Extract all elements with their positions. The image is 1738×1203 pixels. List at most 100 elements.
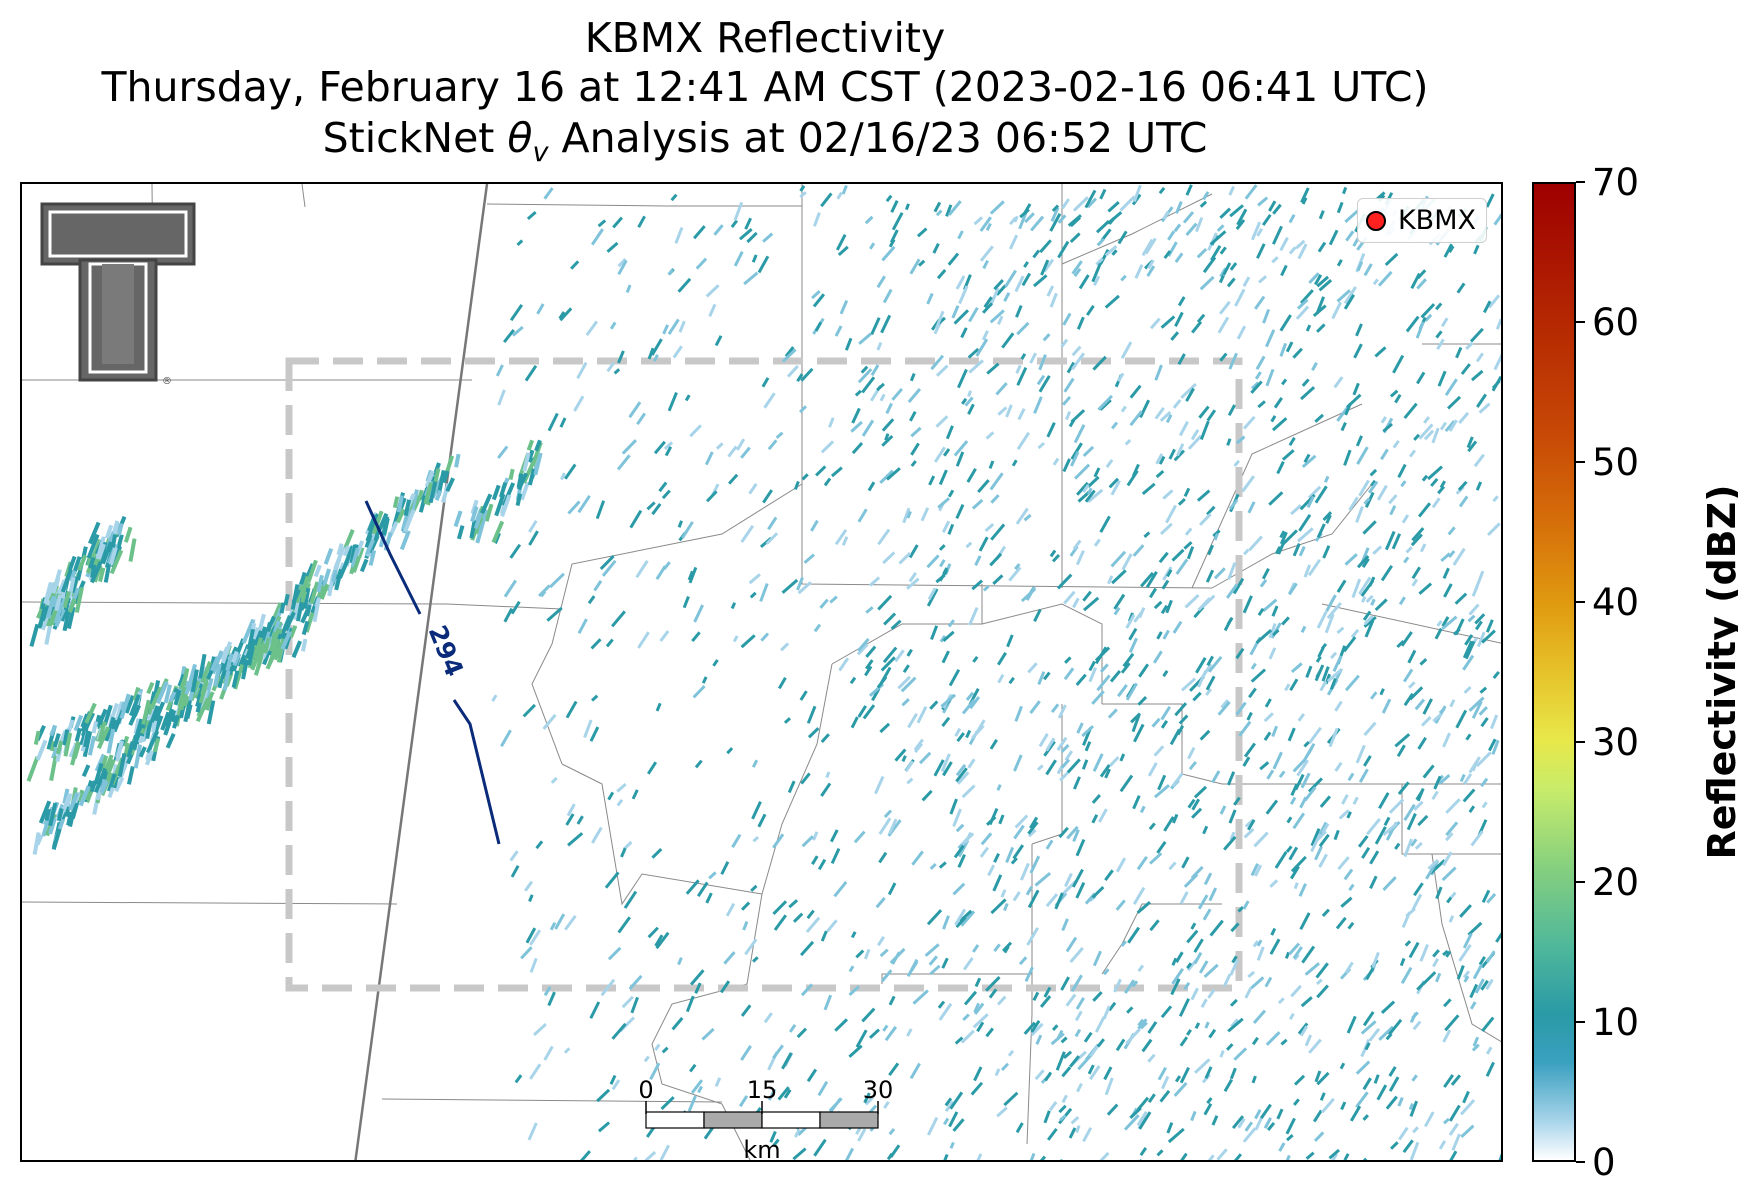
echo-streak: [663, 441, 674, 451]
echo-streak: [1462, 788, 1476, 803]
echo-streak: [693, 604, 704, 623]
echo-streak: [1227, 562, 1237, 581]
analysis-domain-box: [285, 357, 1243, 992]
echo-streak: [280, 630, 292, 650]
echo-streak: [796, 577, 804, 591]
echo-streak: [222, 670, 231, 691]
echo-streak: [1188, 761, 1197, 771]
echo-streak: [1423, 416, 1431, 424]
echo-streak: [1208, 1028, 1217, 1039]
echo-streak: [1478, 956, 1486, 966]
echo-streak: [1147, 762, 1158, 777]
echo-streak: [783, 717, 791, 724]
echo-streak: [704, 451, 714, 466]
echo-streak: [149, 691, 157, 705]
echo-streak: [519, 481, 530, 501]
echo-streak: [1162, 210, 1170, 220]
echo-streak: [1119, 195, 1136, 212]
echo-streak: [877, 594, 893, 611]
echo-streak: [1419, 543, 1427, 553]
echo-streak: [1120, 274, 1127, 282]
echo-streak: [660, 1096, 675, 1111]
echo-streak: [1251, 1036, 1259, 1046]
echo-streak: [907, 388, 922, 404]
echo-streak: [772, 900, 788, 916]
echo-streak: [1362, 610, 1372, 621]
echo-streak: [434, 489, 443, 501]
echo-streak: [1131, 980, 1139, 988]
echo-streak: [1222, 262, 1232, 276]
echo-streak: [1242, 595, 1253, 614]
radar-site-marker-icon: [1365, 210, 1386, 231]
echo-streak: [1400, 631, 1413, 647]
svg-text:®: ®: [162, 376, 172, 387]
echo-streak: [1029, 352, 1037, 364]
echo-streak: [1336, 201, 1344, 214]
echo-streak: [857, 705, 867, 718]
echo-streak: [284, 611, 296, 632]
echo-streak: [748, 573, 761, 585]
echo-streak: [1208, 887, 1218, 902]
echo-streak: [1008, 234, 1019, 250]
echo-streak: [957, 839, 970, 858]
echo-streak: [583, 719, 593, 739]
echo-streak: [1176, 725, 1185, 736]
echo-streak: [124, 694, 135, 714]
echo-streak: [980, 832, 993, 846]
echo-streak: [889, 1144, 901, 1158]
echo-streak: [994, 1068, 1001, 1077]
echo-streak: [1322, 511, 1333, 522]
echo-streak: [1271, 256, 1279, 264]
echo-streak: [1003, 292, 1011, 302]
echo-streak: [623, 890, 638, 909]
echo-streak: [342, 545, 351, 557]
colorbar-tick-label: 20: [1592, 861, 1640, 904]
echo-streak: [565, 813, 575, 826]
echo-streak: [897, 675, 912, 690]
echo-streak: [751, 800, 762, 820]
echo-streak: [589, 726, 600, 742]
echo-streak: [1096, 674, 1111, 692]
echo-streak: [787, 780, 796, 794]
echo-streak: [117, 753, 127, 777]
echo-streak: [1202, 256, 1217, 274]
echo-streak: [1070, 451, 1080, 467]
echo-streak: [857, 1128, 867, 1142]
echo-streak: [1179, 1066, 1190, 1084]
echo-streak: [630, 996, 639, 1014]
echo-streak: [646, 501, 656, 511]
echo-streak: [834, 1018, 849, 1032]
echo-streak: [1468, 603, 1480, 616]
echo-streak: [132, 686, 141, 701]
echo-streak: [1390, 1141, 1399, 1150]
echo-streak: [1355, 323, 1363, 337]
echo-streak: [149, 705, 160, 724]
echo-streak: [891, 387, 903, 401]
echo-streak: [231, 670, 240, 688]
echo-streak: [38, 800, 52, 824]
echo-streak: [992, 874, 1003, 892]
echo-streak: [1396, 639, 1405, 649]
echo-streak: [1187, 746, 1196, 760]
echo-streak: [1071, 260, 1083, 275]
echo-streak: [929, 964, 941, 976]
echo-streak: [1444, 420, 1456, 433]
echo-streak: [436, 469, 446, 496]
echo-streak: [1310, 833, 1322, 853]
echo-streak: [969, 696, 981, 710]
echo-streak: [587, 595, 596, 605]
echo-streak: [66, 606, 76, 630]
echo-streak: [1440, 552, 1451, 563]
echo-streak: [1448, 915, 1455, 923]
echo-streak: [888, 238, 896, 248]
echo-streak: [1439, 480, 1446, 489]
echo-streak: [1272, 751, 1283, 770]
echo-streak: [934, 310, 945, 330]
echo-streak: [627, 1156, 638, 1160]
echo-streak: [1058, 826, 1069, 839]
echo-streak: [1363, 263, 1373, 277]
echo-streak: [1404, 940, 1412, 947]
echo-streak: [1184, 593, 1200, 609]
echo-streak: [1045, 839, 1054, 850]
echo-streak: [469, 520, 477, 539]
